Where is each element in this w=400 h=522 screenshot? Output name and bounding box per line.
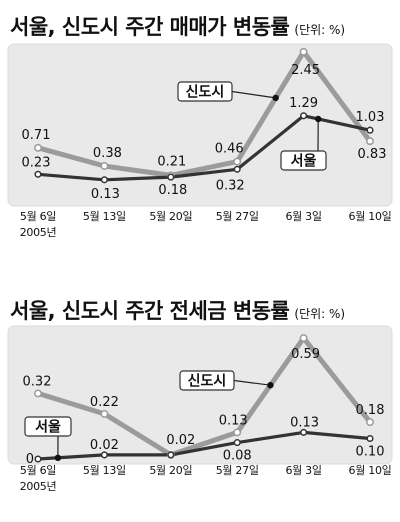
new-town-point <box>233 157 242 166</box>
new-town-point <box>299 334 308 343</box>
seoul-value-label: 1.03 <box>356 110 385 125</box>
new-town-point <box>34 143 42 152</box>
seoul-value-label: 0.08 <box>223 449 252 464</box>
new-town-line <box>35 335 373 458</box>
seoul-point <box>167 451 175 459</box>
x-tick-label: 5월 13일 <box>83 463 126 477</box>
seoul-line <box>36 430 372 461</box>
new-town-callout-leader <box>231 90 276 99</box>
seoul-value-label: 0 <box>26 452 34 467</box>
new-town-point <box>100 409 109 418</box>
seoul-value-label: 0.23 <box>22 155 51 170</box>
new-town-point <box>366 137 374 146</box>
seoul-value-label: 0.10 <box>356 445 385 460</box>
seoul-value-label: 0.02 <box>90 438 119 453</box>
jeonse-deposit-change-chart: 서울, 신도시 주간 전세금 변동률 (단위: %) 5월 6일 5월 13일 5월 … <box>7 299 393 493</box>
seoul-point <box>167 173 175 181</box>
new-town-value-label: 0.83 <box>358 147 387 162</box>
new-town-callout-leader <box>233 379 271 386</box>
seoul-value-label: 0.13 <box>290 415 319 430</box>
new-town-callout-dot <box>272 94 279 102</box>
seoul-legend-label: 서울 <box>291 153 317 170</box>
x-tick-label: 5월 20일 <box>149 463 192 477</box>
seoul-legend-box <box>280 150 327 171</box>
new-town-legend-label: 신도시 <box>188 374 227 390</box>
new-town-legend-box <box>177 81 233 102</box>
plot-marks: 5월 6일 5월 13일 5월 20일 5월 27일 6월 3일 6월 10일 2005년 0… <box>20 47 392 239</box>
new-town-value-label: 0.46 <box>215 142 244 157</box>
seoul-point <box>100 451 108 459</box>
seoul-value-label: 0.32 <box>216 178 245 193</box>
x-tick-label: 5월 6일 <box>20 209 56 223</box>
x-tick-label: 6월 3일 <box>285 209 321 223</box>
x-tick-label: 6월 3일 <box>285 463 321 477</box>
unit-note: (단위: %) <box>294 23 345 37</box>
seoul-point <box>233 165 241 173</box>
x-tick-year-note: 2005년 <box>20 480 57 493</box>
chart-title-text: 서울, 신도시 주간 매매가 변동률 <box>10 15 290 39</box>
new-town-legend-label: 신도시 <box>186 85 225 101</box>
seoul-point <box>100 176 108 184</box>
plot-marks: 5월 6일 5월 13일 5월 20일 5월 27일 6월 3일 6월 10일 2005년 0… <box>20 334 392 493</box>
new-town-value-label: 0.32 <box>23 374 52 389</box>
new-town-point <box>100 162 109 170</box>
new-town-callout-dot <box>267 382 274 389</box>
new-town-point <box>34 389 42 398</box>
plot-area <box>7 43 393 207</box>
seoul-value-label: 0.13 <box>91 187 120 202</box>
x-tick-label: 5월 6일 <box>20 463 56 477</box>
seoul-value-label: 0.18 <box>158 183 187 198</box>
seoul-point <box>34 455 42 463</box>
new-town-point <box>233 428 242 437</box>
seoul-callout-dot <box>315 115 322 123</box>
new-town-line <box>35 49 373 178</box>
unit-note: (단위: %) <box>294 307 345 321</box>
x-tick-label: 6월 10일 <box>349 209 392 223</box>
new-town-value-label: 0.21 <box>157 154 186 169</box>
seoul-point <box>34 170 42 178</box>
new-town-value-label: 0.18 <box>356 403 385 418</box>
seoul-callout-dot <box>54 454 62 461</box>
x-tick-label: 5월 27일 <box>216 463 259 477</box>
new-town-value-label: 0.22 <box>90 395 119 410</box>
seoul-legend-label: 서울 <box>35 419 61 436</box>
seoul-legend-box <box>24 416 72 437</box>
seoul-point <box>233 439 241 447</box>
x-tick-label: 5월 13일 <box>83 209 126 223</box>
chart-title: 서울, 신도시 주간 매매가 변동률 (단위: %) <box>10 15 345 39</box>
chart-title-text: 서울, 신도시 주간 전세금 변동률 <box>10 299 290 323</box>
seoul-point <box>366 126 374 134</box>
x-tick-label: 5월 27일 <box>216 209 259 223</box>
seoul-point <box>300 428 308 436</box>
seoul-value-label: 1.29 <box>289 96 318 111</box>
seoul-point <box>366 434 374 443</box>
plot-area <box>7 325 393 465</box>
new-town-point <box>366 418 374 427</box>
new-town-legend-box <box>179 370 235 391</box>
new-town-value-label: 0.71 <box>22 128 51 143</box>
x-tick-label: 5월 20일 <box>149 209 192 223</box>
seoul-line <box>36 114 372 182</box>
chart-title: 서울, 신도시 주간 전세금 변동률 (단위: %) <box>10 299 345 323</box>
x-tick-year-note: 2005년 <box>20 226 57 239</box>
new-town-point <box>299 47 308 56</box>
new-town-value-label: 0.59 <box>291 347 320 362</box>
sales-price-change-chart: 서울, 신도시 주간 매매가 변동률 (단위: %) 5월 6일 5월 13일 5월 … <box>7 15 393 239</box>
new-town-value-label: 0.38 <box>93 146 122 161</box>
new-town-value-label: 0.13 <box>219 413 248 428</box>
x-tick-label: 6월 10일 <box>349 463 392 477</box>
seoul-point <box>300 112 308 120</box>
new-town-value-label: 2.45 <box>291 63 320 78</box>
new-town-value-label: 0.02 <box>166 433 195 448</box>
